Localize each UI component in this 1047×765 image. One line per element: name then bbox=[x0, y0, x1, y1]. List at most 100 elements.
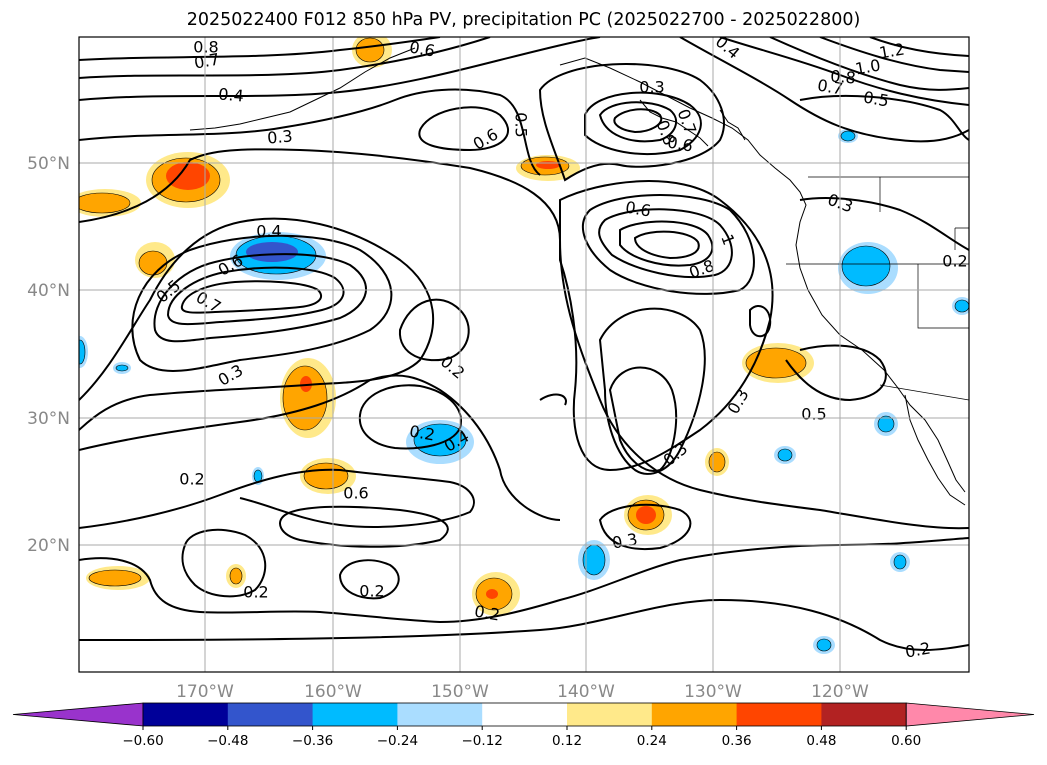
contour-label: 0.7 bbox=[816, 75, 844, 98]
contour-label: 0.5 bbox=[512, 112, 531, 137]
contour-label: 0.6 bbox=[343, 484, 368, 503]
contour-label: 0.3 bbox=[639, 78, 664, 97]
contour-label: 0.4 bbox=[218, 84, 245, 105]
contour-label: 1 bbox=[717, 232, 738, 248]
contour-label: 0.6 bbox=[666, 132, 694, 155]
latitude-label: 20°N bbox=[27, 536, 70, 556]
contour-line bbox=[79, 37, 441, 61]
colorbar-tick-label: −0.48 bbox=[207, 733, 248, 749]
contour-label: 0.2 bbox=[473, 601, 501, 624]
contour-label: 0.3 bbox=[611, 529, 639, 552]
colorbar-extend-max bbox=[905, 702, 1035, 727]
contour-label: 0.4 bbox=[256, 222, 281, 241]
contour-label: 0.3 bbox=[266, 126, 293, 147]
longitude-label: 140°W bbox=[557, 682, 615, 702]
colorbar-frame bbox=[142, 702, 907, 727]
colorbar-tick-label: −0.12 bbox=[462, 733, 503, 749]
contour-label: 0.3 bbox=[724, 386, 753, 418]
graticule bbox=[79, 37, 969, 672]
latitude-label: 50°N bbox=[27, 154, 70, 174]
contour-line bbox=[166, 266, 345, 326]
contour-line bbox=[785, 344, 887, 402]
colorbar-tick-label: 0.36 bbox=[722, 733, 752, 749]
contour-label: 0.7 bbox=[193, 49, 221, 72]
contour-label: 1.0 bbox=[854, 55, 882, 78]
contour-line bbox=[131, 234, 393, 372]
colorbar-segment bbox=[821, 703, 907, 726]
colorbar-extend-min bbox=[12, 702, 144, 727]
contour-line bbox=[418, 106, 510, 152]
contour-line bbox=[608, 366, 678, 472]
map-title: 2025022400 F012 850 hPa PV, precipitatio… bbox=[186, 10, 861, 30]
colorbar-segment bbox=[312, 703, 398, 726]
state-borders bbox=[786, 177, 969, 329]
longitude-labels: 170°W 160°W 150°W 140°W 130°W 120°W bbox=[176, 682, 869, 702]
baja-coastline bbox=[904, 394, 966, 506]
longitude-label: 170°W bbox=[176, 682, 234, 702]
contour-line bbox=[180, 280, 323, 314]
contour-label: 0.6 bbox=[408, 37, 436, 60]
contour-line bbox=[799, 197, 969, 251]
contour-line bbox=[581, 194, 755, 295]
map-frame bbox=[78, 36, 970, 673]
colorbar-segment bbox=[482, 703, 568, 726]
us-mexico-border bbox=[879, 384, 969, 401]
precip-blob bbox=[774, 446, 796, 464]
colorbar-segment bbox=[567, 703, 653, 726]
contour-line bbox=[619, 220, 714, 267]
contour-line bbox=[153, 253, 367, 343]
contour-line bbox=[538, 62, 725, 182]
contour-line bbox=[338, 559, 400, 600]
pv-contours bbox=[79, 37, 969, 651]
contour-label: 0.8 bbox=[830, 66, 857, 87]
contour-line bbox=[79, 37, 491, 79]
contour-line bbox=[79, 88, 541, 176]
contour-line bbox=[181, 528, 267, 598]
contour-line bbox=[584, 91, 702, 156]
political-borders bbox=[786, 176, 969, 401]
contour-label: 0.2 bbox=[359, 582, 384, 601]
colorbar-segment bbox=[143, 703, 229, 726]
longitude-label: 120°W bbox=[811, 682, 869, 702]
longitude-label: 150°W bbox=[431, 682, 489, 702]
contour-line bbox=[598, 208, 733, 279]
precipitation-shading bbox=[79, 37, 969, 654]
contour-label: 0.6 bbox=[624, 197, 652, 220]
longitude-label: 160°W bbox=[304, 682, 362, 702]
precip-blob bbox=[406, 420, 474, 464]
contour-line bbox=[559, 180, 774, 472]
precip-blob bbox=[813, 636, 835, 654]
precip-blob bbox=[472, 572, 520, 616]
contour-label: 1.2 bbox=[878, 39, 906, 62]
colorbar-segment bbox=[397, 703, 483, 726]
colorbar-tick-label: 0.60 bbox=[891, 733, 921, 749]
contour-label: 0.2 bbox=[437, 352, 469, 383]
latitude-label: 30°N bbox=[27, 409, 70, 429]
contour-line bbox=[869, 37, 969, 57]
longitude-label: 130°W bbox=[684, 682, 742, 702]
contour-line bbox=[679, 37, 969, 143]
precip-blob bbox=[113, 362, 131, 374]
colorbar-segment bbox=[651, 703, 738, 726]
colorbar-tick-label: −0.60 bbox=[122, 733, 163, 749]
precip-blob bbox=[705, 448, 729, 476]
colorbar-tick-label: 0.12 bbox=[552, 733, 582, 749]
contour-label: 0.8 bbox=[193, 38, 218, 57]
contour-line bbox=[79, 537, 969, 624]
colorbar-segment bbox=[736, 703, 822, 726]
contour-line bbox=[769, 37, 969, 91]
contour-label: 0.5 bbox=[801, 405, 826, 424]
contour-label: 0.2 bbox=[904, 638, 932, 661]
contour-label: 0.2 bbox=[408, 421, 436, 444]
contour-label: 0.5 bbox=[153, 276, 185, 307]
contour-label: 0.2 bbox=[243, 583, 268, 602]
contour-line bbox=[539, 393, 567, 406]
precip-blob bbox=[226, 564, 246, 588]
colorbar-tick-label: −0.24 bbox=[377, 733, 418, 749]
contour-line bbox=[79, 37, 601, 101]
contour-line bbox=[79, 468, 475, 529]
colorbar-tick-label: 0.48 bbox=[806, 733, 836, 749]
colorbar: −0.60 −0.48 −0.36 −0.24 −0.12 0.12 0.24 0.36 0.4… bbox=[12, 702, 1035, 749]
contour-line bbox=[613, 108, 663, 134]
contour-label: 0.5 bbox=[862, 87, 890, 110]
